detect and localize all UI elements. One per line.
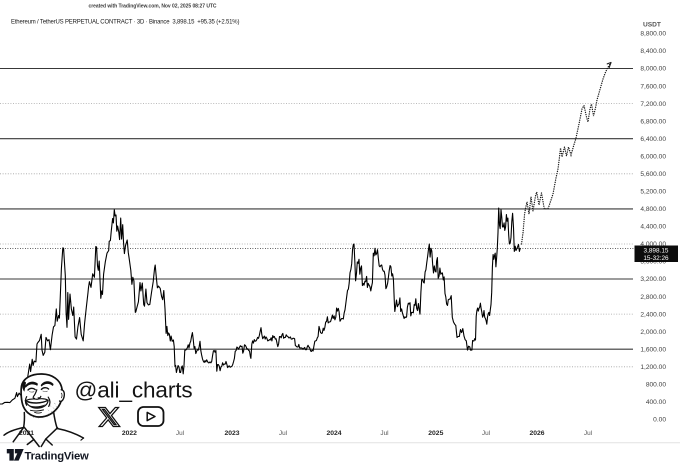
svg-text:3,600.00: 3,600.00	[640, 259, 666, 266]
svg-text:7,600.00: 7,600.00	[640, 83, 666, 90]
svg-text:400.00: 400.00	[646, 399, 667, 406]
svg-text:Jul: Jul	[380, 430, 388, 437]
svg-text:Jul: Jul	[482, 430, 490, 437]
svg-text:4,400.00: 4,400.00	[640, 224, 666, 231]
svg-text:1,600.00: 1,600.00	[640, 346, 666, 353]
svg-text:6,000.00: 6,000.00	[640, 153, 666, 160]
svg-text:2,400.00: 2,400.00	[640, 311, 666, 318]
svg-text:2026: 2026	[529, 430, 544, 437]
svg-text:8,000.00: 8,000.00	[640, 66, 666, 73]
svg-text:3,200.00: 3,200.00	[640, 276, 666, 283]
svg-text:5,200.00: 5,200.00	[640, 189, 666, 196]
svg-text:2,800.00: 2,800.00	[640, 294, 666, 301]
svg-text:@ali_charts: @ali_charts	[75, 377, 193, 402]
svg-text:4,800.00: 4,800.00	[640, 206, 666, 213]
svg-text:8,400.00: 8,400.00	[640, 48, 666, 55]
svg-text:Jul: Jul	[176, 430, 184, 437]
svg-text:1,200.00: 1,200.00	[640, 364, 666, 371]
svg-text:USDT: USDT	[643, 22, 661, 29]
svg-text:8,800.00: 8,800.00	[640, 31, 666, 38]
svg-text:6,800.00: 6,800.00	[640, 118, 666, 125]
svg-text:Jul: Jul	[279, 430, 287, 437]
svg-text:2025: 2025	[428, 430, 443, 437]
svg-text:Ethereum / TetherUS PERPETUAL: Ethereum / TetherUS PERPETUAL CONTRACT ·…	[11, 20, 239, 26]
svg-text:5,600.00: 5,600.00	[640, 171, 666, 178]
svg-text:800.00: 800.00	[646, 382, 667, 389]
svg-text:Jul: Jul	[584, 430, 592, 437]
svg-text:created with TradingView.com,: created with TradingView.com, Nov 02, 20…	[89, 4, 217, 10]
svg-text:7,200.00: 7,200.00	[640, 101, 666, 108]
svg-text:4,000.00: 4,000.00	[640, 241, 666, 248]
svg-text:2023: 2023	[224, 430, 239, 437]
svg-text:2021: 2021	[19, 430, 34, 437]
svg-text:6,400.00: 6,400.00	[640, 136, 666, 143]
svg-text:2024: 2024	[326, 430, 341, 437]
svg-text:0.00: 0.00	[653, 417, 666, 424]
svg-text:15-32:26: 15-32:26	[643, 255, 669, 262]
svg-text:TradingView: TradingView	[25, 451, 90, 463]
svg-text:3,898.15: 3,898.15	[644, 247, 669, 254]
svg-text:2,000.00: 2,000.00	[640, 329, 666, 336]
svg-text:2022: 2022	[122, 430, 137, 437]
